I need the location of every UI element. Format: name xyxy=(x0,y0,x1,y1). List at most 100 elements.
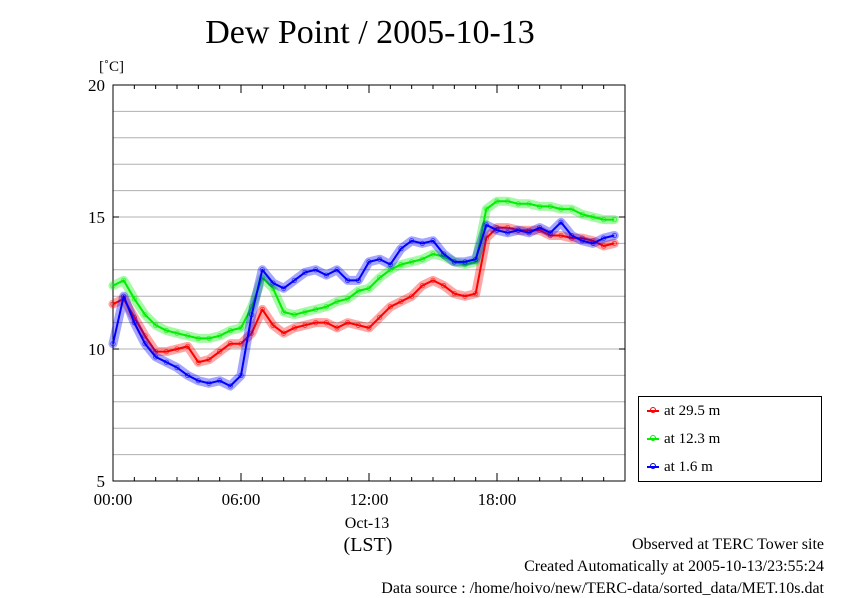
series-band xyxy=(108,223,619,367)
data-point xyxy=(153,349,159,355)
data-point xyxy=(505,224,511,231)
data-point xyxy=(142,333,148,339)
data-point xyxy=(281,309,287,315)
legend-label: at 1.6 m xyxy=(664,458,713,475)
data-point xyxy=(601,235,607,241)
data-point xyxy=(537,224,543,231)
data-point xyxy=(547,230,553,236)
data-point xyxy=(259,267,265,273)
legend-label: at 12.3 m xyxy=(664,430,721,447)
data-point xyxy=(430,238,436,244)
data-point xyxy=(451,290,457,297)
data-point xyxy=(377,314,383,320)
data-point xyxy=(206,356,212,363)
data-point xyxy=(153,354,159,360)
data-point xyxy=(601,243,607,249)
data-point xyxy=(398,246,404,252)
data-point xyxy=(590,240,596,246)
legend: at 29.5 m at 12.3 m at 1.6 m xyxy=(638,396,822,482)
data-point xyxy=(473,290,479,297)
data-point xyxy=(259,306,265,312)
y-tick-label: 5 xyxy=(97,472,106,491)
data-point xyxy=(419,256,425,262)
x-tick-label: 18:00 xyxy=(478,490,517,509)
data-point xyxy=(227,341,233,347)
footer-created: Created Automatically at 2005-10-13/23:5… xyxy=(524,558,824,575)
data-point xyxy=(601,217,607,223)
data-point xyxy=(291,312,297,318)
data-point xyxy=(270,285,276,291)
x-date-label: Oct-13 xyxy=(345,515,389,532)
data-point xyxy=(281,330,287,336)
data-point xyxy=(355,277,361,283)
data-point xyxy=(110,283,116,289)
data-point xyxy=(323,319,329,326)
data-point xyxy=(483,235,489,241)
data-point xyxy=(270,280,276,286)
data-point xyxy=(355,288,361,294)
data-point xyxy=(366,325,372,331)
data-point xyxy=(611,217,617,223)
data-point xyxy=(291,325,297,331)
data-point xyxy=(302,322,308,328)
data-point xyxy=(345,296,351,302)
legend-swatch xyxy=(647,435,659,441)
data-point xyxy=(387,304,393,310)
data-point xyxy=(537,203,543,210)
series-band xyxy=(108,217,619,391)
data-point xyxy=(441,251,447,257)
data-point xyxy=(302,309,308,315)
data-point xyxy=(451,259,457,265)
data-series xyxy=(108,196,619,391)
data-point xyxy=(195,359,201,365)
y-unit-label: [˚C] xyxy=(99,59,124,75)
data-point xyxy=(174,364,180,371)
data-point xyxy=(334,267,340,273)
data-point xyxy=(569,206,575,212)
legend-label: at 29.5 m xyxy=(664,402,721,419)
data-point xyxy=(142,312,148,318)
data-point xyxy=(302,269,308,276)
data-point xyxy=(163,349,169,355)
data-point xyxy=(547,203,553,210)
data-point xyxy=(121,293,127,299)
data-point xyxy=(323,272,329,278)
data-point xyxy=(345,277,351,283)
data-point xyxy=(387,261,393,268)
data-point xyxy=(121,277,127,283)
data-point xyxy=(483,222,489,228)
data-point xyxy=(558,206,564,212)
x-tick-label: 12:00 xyxy=(350,490,389,509)
data-point xyxy=(313,319,319,326)
data-point xyxy=(377,256,383,262)
data-point xyxy=(355,322,361,328)
data-point xyxy=(238,325,244,331)
data-point xyxy=(387,267,393,273)
data-point xyxy=(217,349,223,355)
data-point xyxy=(291,277,297,283)
data-point xyxy=(579,211,585,217)
data-point xyxy=(227,327,233,334)
data-point xyxy=(110,341,116,347)
data-point xyxy=(377,275,383,281)
data-point xyxy=(611,240,617,246)
footer-site: Observed at TERC Tower site xyxy=(631,536,824,553)
legend-item: at 1.6 m xyxy=(647,457,713,477)
data-point xyxy=(270,322,276,328)
data-point xyxy=(345,319,351,326)
data-point xyxy=(110,301,116,307)
data-point xyxy=(131,296,137,302)
data-point xyxy=(505,230,511,236)
data-point xyxy=(142,341,148,347)
x-axis-label: (LST) xyxy=(344,534,393,556)
data-point xyxy=(398,298,404,305)
series-line xyxy=(112,226,615,364)
data-point xyxy=(430,251,436,257)
data-point xyxy=(526,230,532,236)
data-point xyxy=(579,238,585,244)
y-tick-label: 20 xyxy=(88,76,105,95)
data-point xyxy=(515,201,521,207)
data-point xyxy=(430,277,436,283)
data-point xyxy=(195,378,201,384)
data-point xyxy=(441,283,447,289)
